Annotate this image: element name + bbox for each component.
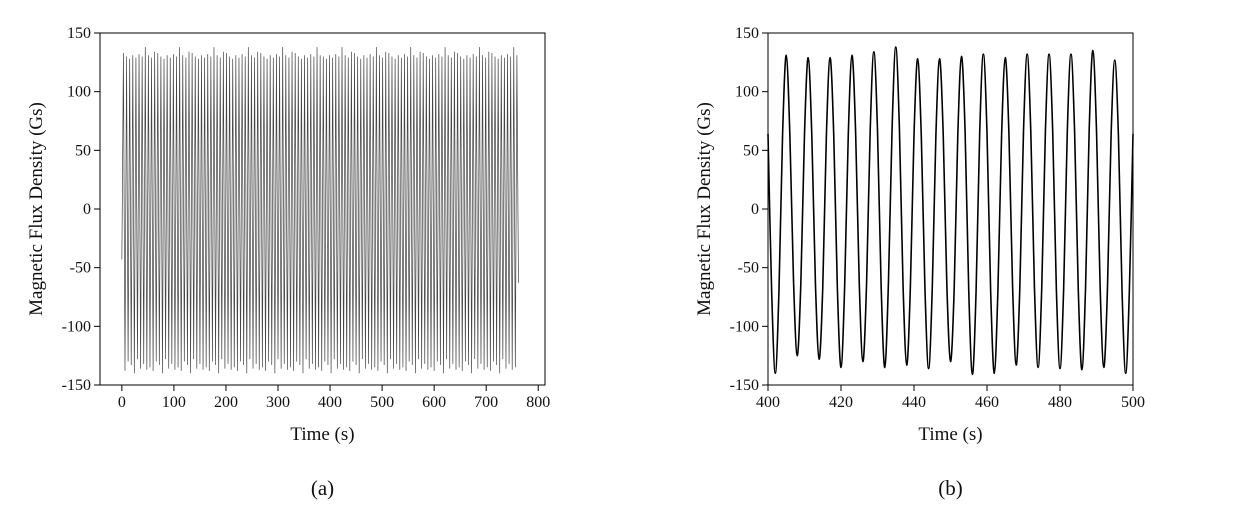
y-tick-label: 50 xyxy=(743,142,759,159)
panel-caption: (a) xyxy=(311,476,334,500)
x-tick-label: 200 xyxy=(214,394,238,411)
x-tick-label: 420 xyxy=(829,394,853,411)
x-tick-label: 480 xyxy=(1048,394,1072,411)
x-tick-label: 100 xyxy=(162,394,186,411)
panel-caption: (b) xyxy=(938,476,963,500)
x-tick-label: 600 xyxy=(422,394,446,411)
x-tick-label: 800 xyxy=(526,394,550,411)
y-axis-title: Magnetic Flux Density (Gs) xyxy=(694,102,715,316)
y-tick-label: -150 xyxy=(62,377,91,394)
y-tick-label: 0 xyxy=(83,201,91,218)
plot-frame xyxy=(767,32,1134,386)
y-tick-label: 50 xyxy=(75,142,91,159)
data-line xyxy=(767,46,1134,376)
data-line xyxy=(121,47,519,374)
x-tick-label: 500 xyxy=(370,394,394,411)
x-tick-label: 400 xyxy=(318,394,342,411)
y-axis-title: Magnetic Flux Density (Gs) xyxy=(26,102,47,316)
y-tick-label: -100 xyxy=(730,318,759,335)
x-axis-title: Time (s) xyxy=(918,424,982,445)
x-tick-label: 460 xyxy=(975,394,999,411)
y-tick-label: -100 xyxy=(62,318,91,335)
x-tick-label: 500 xyxy=(1121,394,1145,411)
y-tick-label: 0 xyxy=(751,201,759,218)
y-tick-label: -50 xyxy=(70,260,91,277)
y-tick-label: -150 xyxy=(730,377,759,394)
y-tick-label: 150 xyxy=(735,25,759,42)
y-tick-label: 150 xyxy=(67,25,91,42)
y-tick-label: 100 xyxy=(735,84,759,101)
y-tick-label: -50 xyxy=(738,260,759,277)
x-tick-label: 440 xyxy=(902,394,926,411)
x-tick-label: 0 xyxy=(118,394,126,411)
y-tick-label: 100 xyxy=(67,84,91,101)
x-axis-title: Time (s) xyxy=(290,424,354,445)
x-tick-label: 700 xyxy=(474,394,498,411)
x-tick-label: 400 xyxy=(756,394,780,411)
x-tick-label: 300 xyxy=(266,394,290,411)
